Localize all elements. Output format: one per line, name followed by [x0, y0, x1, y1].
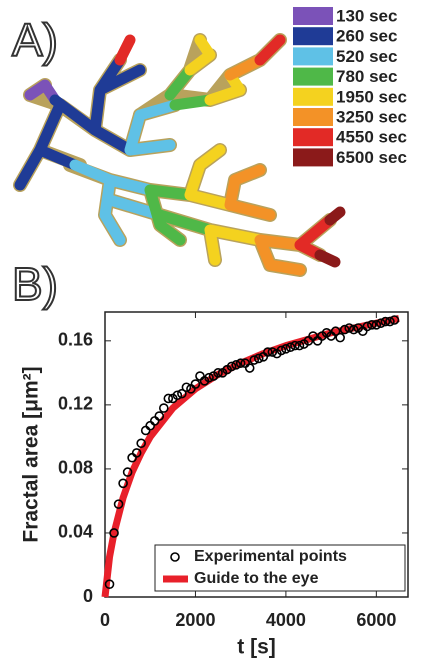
data-point — [380, 316, 391, 327]
data-point — [204, 372, 214, 383]
plot: 0 2000 4000 6000 0 0.04 0.08 0.12 0.16 t [s] Fract… — [20, 311, 409, 659]
data-point — [118, 478, 128, 489]
data-point — [339, 324, 350, 335]
y-tick-label: 0.04 — [58, 522, 93, 542]
legend-swatch — [293, 47, 333, 66]
legend-label: 6500 sec — [336, 148, 407, 167]
data-point — [104, 579, 115, 589]
data-point — [131, 448, 142, 458]
data-point — [385, 316, 395, 327]
x-axis-label: t [s] — [237, 636, 276, 659]
data-point — [263, 347, 273, 357]
y-tick-label: 0.16 — [58, 330, 93, 350]
data-point — [181, 382, 192, 393]
data-point — [285, 342, 296, 353]
data-point — [367, 320, 377, 330]
data-point — [172, 390, 183, 401]
data-point — [376, 318, 386, 329]
data-point — [244, 363, 255, 373]
legend-label: 1950 sec — [336, 87, 407, 106]
data-point — [344, 323, 355, 333]
x-tick-label: 2000 — [175, 610, 215, 630]
data-point — [190, 379, 201, 389]
data-point — [109, 528, 119, 538]
data-point — [362, 321, 373, 332]
legend-swatch — [293, 148, 333, 167]
data-point — [158, 403, 169, 413]
data-point — [330, 326, 341, 337]
data-point — [149, 416, 160, 426]
legend-swatch — [293, 108, 333, 126]
data-point — [276, 345, 287, 356]
y-axis-label: Fractal area [μm²] — [20, 366, 43, 542]
data-point — [371, 320, 382, 330]
legend-box — [154, 544, 406, 592]
data-point — [154, 411, 165, 421]
legend-label: 130 sec — [336, 6, 397, 25]
legend-label: 520 sec — [336, 47, 397, 66]
legend-label: 780 sec — [336, 67, 397, 86]
legend-swatch — [293, 87, 333, 106]
y-tick-label: 0.12 — [58, 394, 93, 414]
data-point — [113, 499, 124, 509]
data-point — [127, 452, 137, 463]
data-point — [226, 361, 237, 372]
data-point — [281, 344, 291, 354]
y-tick-label: 0.08 — [58, 458, 93, 478]
data-point — [389, 315, 400, 325]
data-point — [177, 388, 187, 399]
plot-frame — [104, 311, 409, 598]
legend-marker — [170, 552, 180, 562]
data-point — [348, 324, 359, 335]
legend-label: 4550 sec — [336, 128, 407, 147]
data-point — [145, 420, 156, 431]
data-point — [136, 438, 146, 449]
data-point — [249, 355, 260, 365]
data-point — [290, 340, 300, 351]
y-tick-label: 0 — [83, 586, 93, 606]
panel-label: B) — [12, 258, 58, 310]
data-point — [253, 353, 264, 364]
x-tick-label: 4000 — [266, 610, 306, 630]
legend-label: Guide to the eye — [194, 570, 319, 587]
data-point — [163, 393, 174, 404]
x-tick-label: 0 — [100, 610, 110, 630]
legend-label: 260 sec — [336, 27, 397, 46]
data-point — [335, 332, 345, 343]
data-point — [195, 371, 205, 381]
legend-label: Experimental points — [194, 548, 347, 565]
data-point — [140, 425, 151, 436]
legend-label: 3250 sec — [336, 107, 407, 126]
panel-label: A) — [12, 14, 58, 66]
legend-swatch — [293, 7, 333, 25]
data-point — [213, 368, 223, 378]
legend-swatch — [293, 67, 333, 86]
legend-swatch — [293, 128, 333, 147]
data-point — [294, 340, 305, 351]
data-point — [231, 360, 241, 370]
data-point — [122, 467, 133, 477]
x-tick-label: 6000 — [356, 610, 396, 630]
data-point — [235, 358, 246, 369]
legend-swatch — [293, 27, 333, 46]
data-point — [267, 347, 278, 357]
fractal-image — [13, 33, 346, 277]
